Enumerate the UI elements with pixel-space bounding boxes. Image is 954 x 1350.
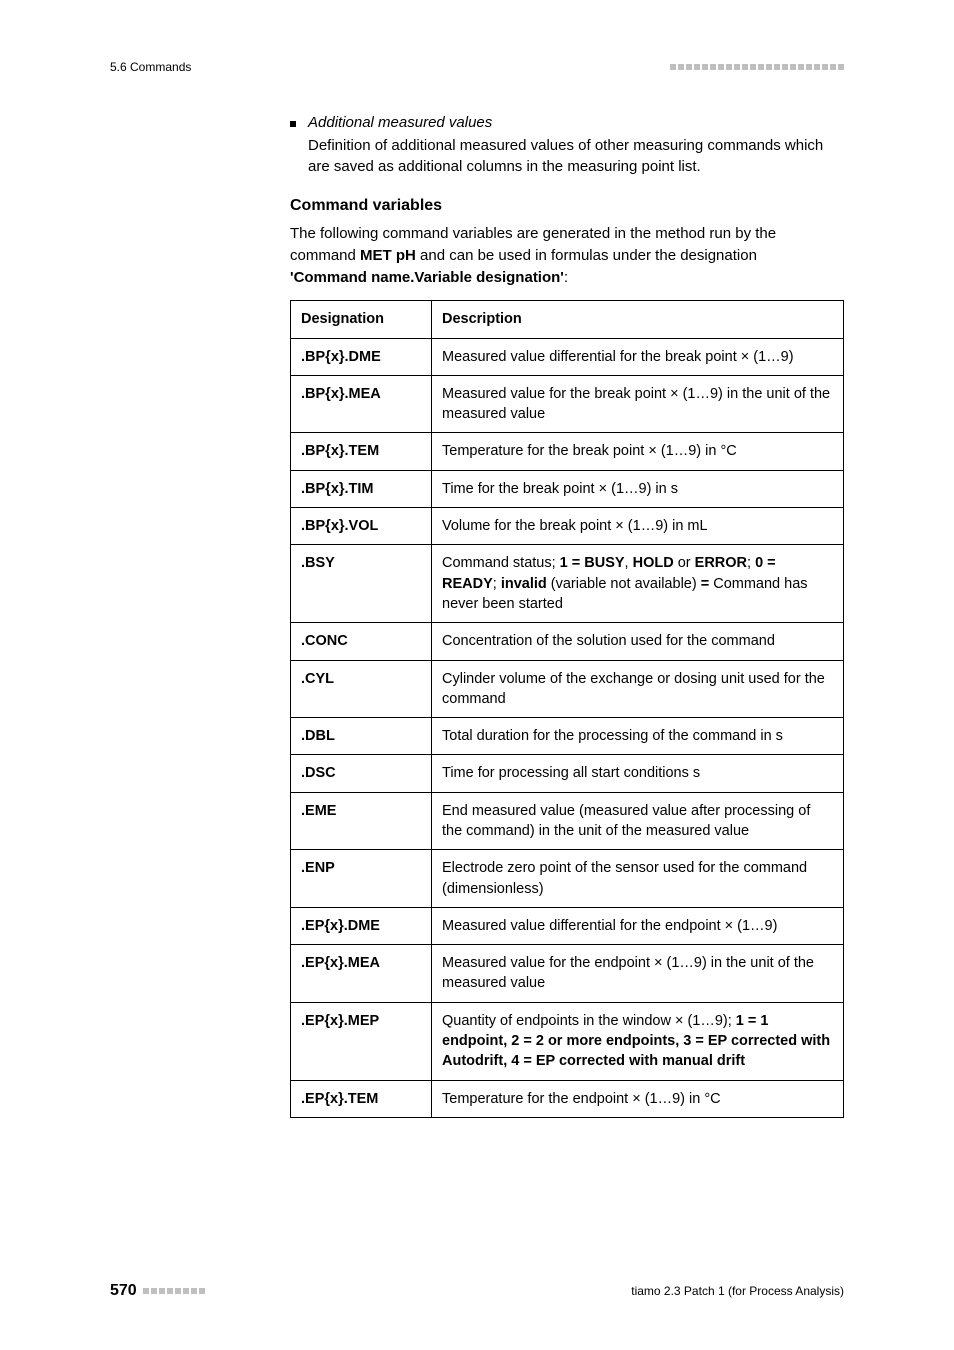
description-cell: Concentration of the solution used for t… [432, 623, 844, 660]
table-row: .BSYCommand status; 1 = BUSY, HOLD or ER… [291, 545, 844, 623]
description-cell: Command status; 1 = BUSY, HOLD or ERROR;… [432, 545, 844, 623]
table-row: .BP{x}.TIMTime for the break point × (1…… [291, 470, 844, 507]
header-decoration [670, 64, 844, 70]
section-heading: Command variables [290, 197, 844, 215]
intro-bold-1: MET pH [360, 247, 416, 264]
description-cell: Temperature for the endpoint × (1…9) in … [432, 1080, 844, 1117]
description-cell: Time for the break point × (1…9) in s [432, 470, 844, 507]
footer-page-number-block: 570 [110, 1282, 205, 1300]
page: 5.6 Commands Additional measured values … [0, 0, 954, 1350]
bullet-title: Additional measured values [308, 114, 492, 131]
table-row: .EP{x}.MEPQuantity of endpoints in the w… [291, 1002, 844, 1080]
designation-cell: .EME [291, 792, 432, 850]
intro-text-3: : [564, 269, 568, 286]
table-header-description: Description [432, 301, 844, 338]
table-row: .EP{x}.DMEMeasured value differential fo… [291, 907, 844, 944]
designation-cell: .BP{x}.VOL [291, 508, 432, 545]
table-header-designation: Designation [291, 301, 432, 338]
designation-cell: .DBL [291, 718, 432, 755]
intro-paragraph: The following command variables are gene… [290, 223, 844, 288]
designation-cell: .EP{x}.TEM [291, 1080, 432, 1117]
intro-bold-2: 'Command name.Variable designation' [290, 269, 564, 286]
table-row: .BP{x}.MEAMeasured value for the break p… [291, 375, 844, 433]
table-row: .BP{x}.DMEMeasured value differential fo… [291, 338, 844, 375]
description-cell: Temperature for the break point × (1…9) … [432, 433, 844, 470]
bullet-item: Additional measured values [290, 114, 844, 131]
designation-cell: .BSY [291, 545, 432, 623]
table-row: .CONCConcentration of the solution used … [291, 623, 844, 660]
description-cell: End measured value (measured value after… [432, 792, 844, 850]
table-row: .EP{x}.MEAMeasured value for the endpoin… [291, 945, 844, 1003]
table-header-row: Designation Description [291, 301, 844, 338]
bullet-description: Definition of additional measured values… [308, 135, 844, 177]
page-footer: 570 tiamo 2.3 Patch 1 (for Process Analy… [110, 1282, 844, 1300]
description-cell: Measured value for the break point × (1…… [432, 375, 844, 433]
designation-cell: .DSC [291, 755, 432, 792]
designation-cell: .BP{x}.TIM [291, 470, 432, 507]
description-cell: Volume for the break point × (1…9) in mL [432, 508, 844, 545]
designation-cell: .BP{x}.TEM [291, 433, 432, 470]
description-cell: Quantity of endpoints in the window × (1… [432, 1002, 844, 1080]
footer-page-number: 570 [110, 1282, 137, 1300]
designation-cell: .CYL [291, 660, 432, 718]
designation-cell: .EP{x}.MEA [291, 945, 432, 1003]
description-cell: Measured value for the endpoint × (1…9) … [432, 945, 844, 1003]
designation-cell: .EP{x}.DME [291, 907, 432, 944]
description-cell: Total duration for the processing of the… [432, 718, 844, 755]
page-header: 5.6 Commands [110, 60, 844, 74]
table-row: .EMEEnd measured value (measured value a… [291, 792, 844, 850]
main-content: Additional measured values Definition of… [290, 114, 844, 1118]
designation-cell: .BP{x}.MEA [291, 375, 432, 433]
variables-table: Designation Description .BP{x}.DMEMeasur… [290, 300, 844, 1118]
designation-cell: .CONC [291, 623, 432, 660]
designation-cell: .ENP [291, 850, 432, 908]
table-row: .CYLCylinder volume of the exchange or d… [291, 660, 844, 718]
table-row: .BP{x}.TEMTemperature for the break poin… [291, 433, 844, 470]
footer-decoration [143, 1288, 205, 1294]
designation-cell: .BP{x}.DME [291, 338, 432, 375]
header-section-label: 5.6 Commands [110, 60, 191, 74]
table-row: .ENPElectrode zero point of the sensor u… [291, 850, 844, 908]
table-row: .DBLTotal duration for the processing of… [291, 718, 844, 755]
intro-text-2: and can be used in formulas under the de… [416, 247, 757, 264]
table-row: .BP{x}.VOLVolume for the break point × (… [291, 508, 844, 545]
description-cell: Cylinder volume of the exchange or dosin… [432, 660, 844, 718]
description-cell: Time for processing all start conditions… [432, 755, 844, 792]
description-cell: Measured value differential for the endp… [432, 907, 844, 944]
description-cell: Measured value differential for the brea… [432, 338, 844, 375]
table-row: .EP{x}.TEMTemperature for the endpoint ×… [291, 1080, 844, 1117]
description-cell: Electrode zero point of the sensor used … [432, 850, 844, 908]
designation-cell: .EP{x}.MEP [291, 1002, 432, 1080]
table-body: .BP{x}.DMEMeasured value differential fo… [291, 338, 844, 1117]
table-row: .DSCTime for processing all start condit… [291, 755, 844, 792]
footer-product-label: tiamo 2.3 Patch 1 (for Process Analysis) [631, 1284, 844, 1298]
bullet-icon [290, 121, 296, 127]
